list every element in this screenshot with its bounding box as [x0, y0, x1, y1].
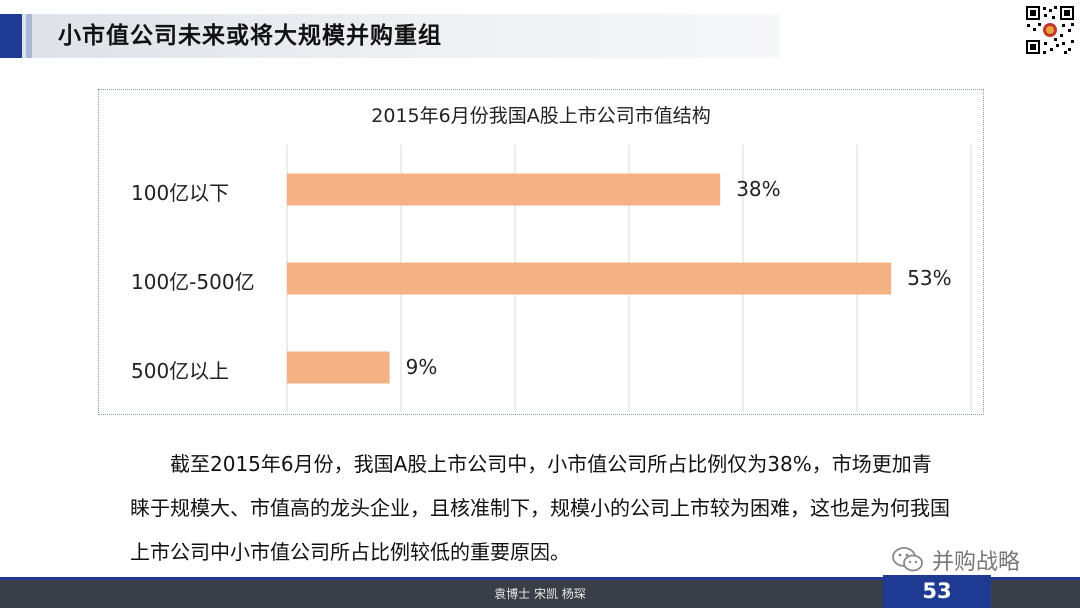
qr-code-icon [1024, 4, 1076, 56]
category-label: 100亿以下 [131, 180, 230, 205]
chart-container: 2015年6月份我国A股上市公司市值结构 100亿以下 38% 100亿-500亿 5… [98, 89, 984, 415]
title-accent-light [26, 14, 32, 58]
title-accent-dark [0, 14, 22, 58]
watermark: 并购战略 [892, 540, 1020, 580]
page-number-box: 53 [883, 575, 991, 608]
bar-1 [287, 262, 892, 295]
title-bar: 小市值公司未来或将大规模并购重组 [0, 14, 780, 58]
page-number: 53 [922, 579, 952, 603]
bar-0 [287, 173, 721, 206]
category-label: 100亿-500亿 [131, 269, 255, 294]
bar-chart [286, 145, 972, 412]
value-label: 9% [405, 354, 438, 379]
chart-title: 2015年6月份我国A股上市公司市值结构 [371, 105, 711, 127]
value-label: 53% [907, 265, 952, 290]
bar-2 [287, 351, 390, 384]
footer-bar: 袁博士 宋凯 杨琛 53 [0, 575, 1080, 608]
category-label: 500亿以上 [131, 358, 230, 383]
value-label: 38% [736, 176, 781, 201]
slide-title: 小市值公司未来或将大规模并购重组 [58, 23, 442, 49]
watermark-text: 并购战略 [932, 550, 1021, 575]
footer-authors: 袁博士 宋凯 杨琛 [494, 587, 586, 601]
footer-accent-line [0, 577, 1080, 580]
wechat-icon [892, 547, 923, 572]
description-paragraph: 截至2015年6月份，我国A股上市公司中，小市值公司所占比例仅为38%，市场更加… [130, 452, 950, 564]
